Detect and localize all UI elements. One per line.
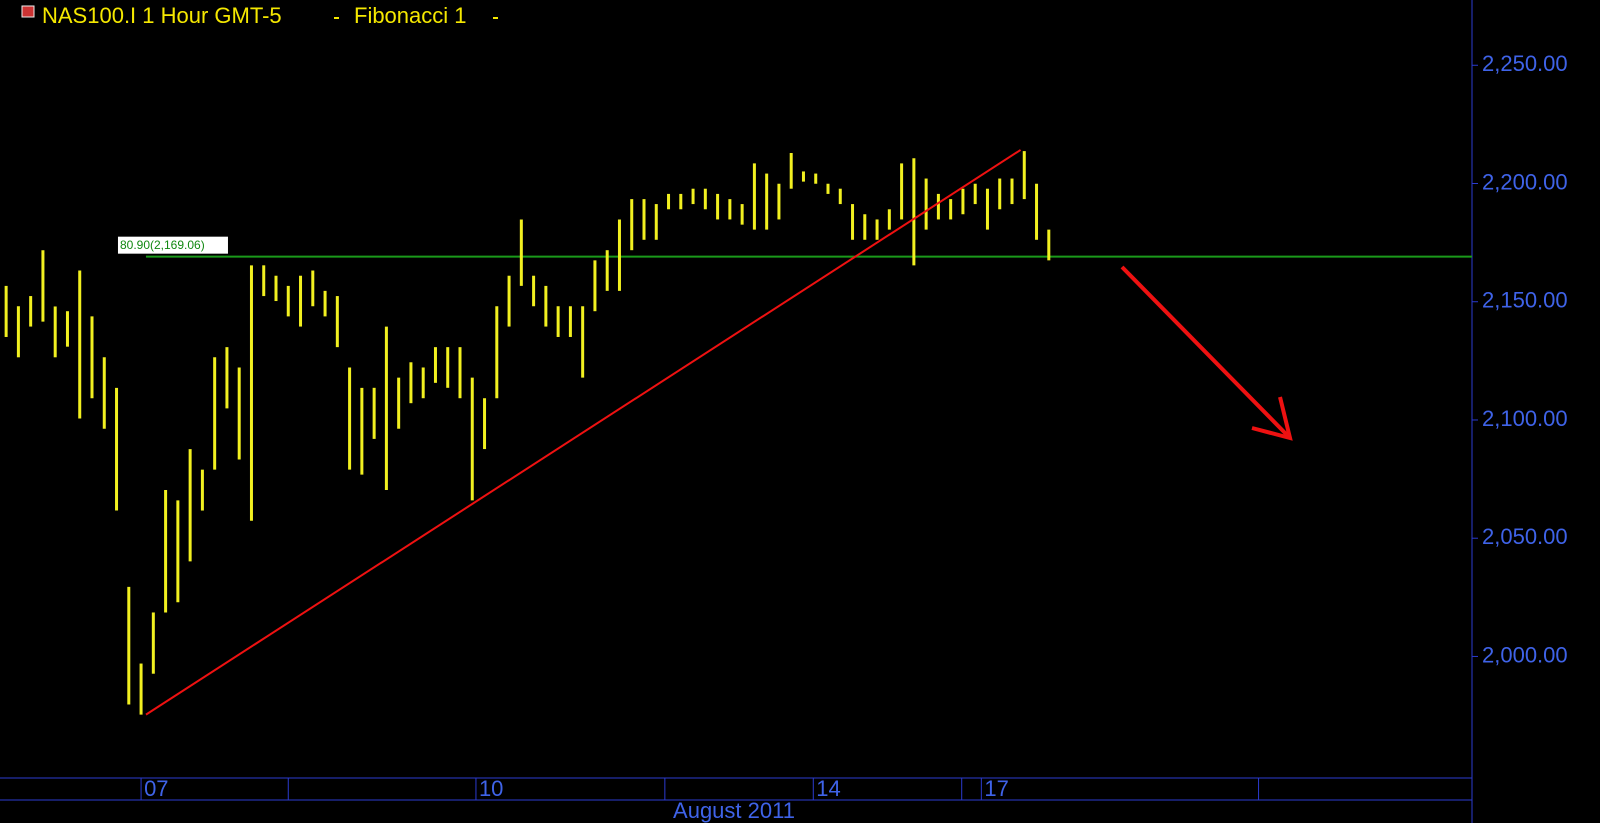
- y-tick-label: 2,100.00: [1482, 406, 1568, 431]
- x-tick-label: 17: [984, 776, 1008, 801]
- fibonacci-label: 80.90(2,169.06): [120, 238, 205, 252]
- x-tick-label: 10: [479, 776, 503, 801]
- symbol-icon: [21, 5, 35, 18]
- trendline: [145, 149, 1022, 716]
- y-tick-label: 2,050.00: [1482, 524, 1568, 549]
- arrow-head: [1251, 396, 1293, 441]
- study-name[interactable]: Fibonacci 1: [354, 3, 467, 28]
- down-arrow: [1120, 265, 1293, 441]
- y-tick-label: 2,000.00: [1482, 642, 1568, 667]
- chart-title[interactable]: NAS100.I 1 Hour GMT-5: [42, 3, 282, 28]
- y-tick-label: 2,200.00: [1482, 169, 1568, 194]
- period-label: August 2011: [673, 798, 795, 823]
- y-tick-label: 2,250.00: [1482, 51, 1568, 76]
- x-tick-label: 14: [816, 776, 840, 801]
- fibonacci-label-box: [117, 236, 228, 254]
- x-tick-label: 07: [144, 776, 168, 801]
- arrow-shaft: [1120, 265, 1292, 440]
- y-tick-label: 2,150.00: [1482, 288, 1568, 313]
